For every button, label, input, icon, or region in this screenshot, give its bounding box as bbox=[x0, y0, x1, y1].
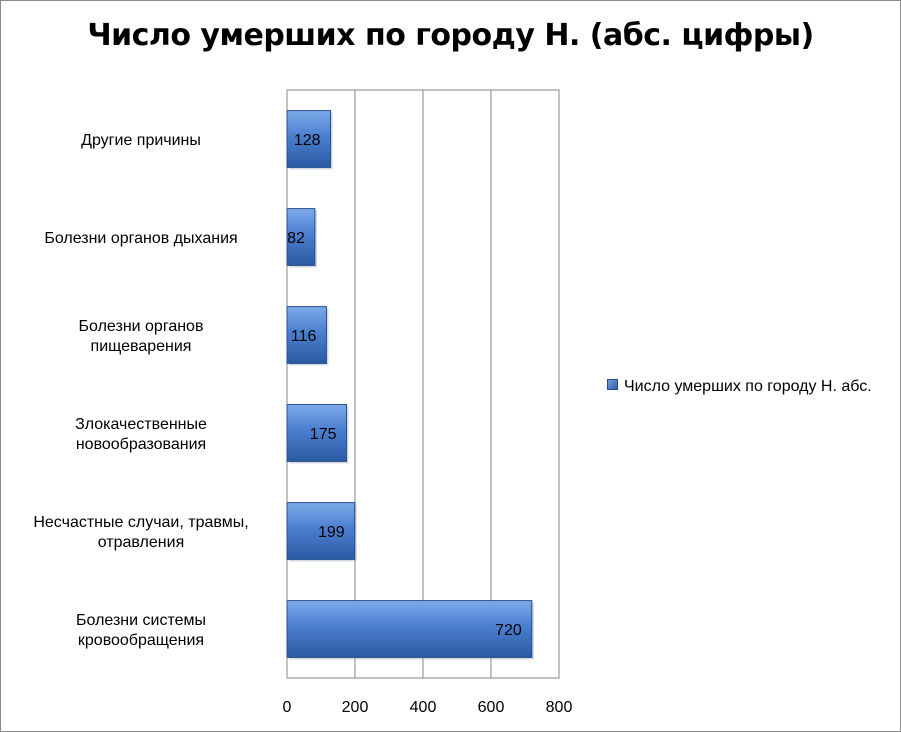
bar bbox=[286, 110, 332, 168]
data-label: 175 bbox=[310, 426, 337, 443]
bar-group bbox=[286, 502, 357, 562]
legend-label: Число умерших по городу Н. абс. bbox=[624, 378, 872, 395]
category-label-line: Злокачественные bbox=[75, 416, 207, 433]
category-label-line: кровообращения bbox=[78, 632, 204, 649]
bar bbox=[286, 502, 356, 560]
x-tick-label: 200 bbox=[342, 699, 369, 716]
bar-group bbox=[286, 306, 329, 366]
category-label: Другие причины bbox=[81, 132, 201, 149]
data-label: 720 bbox=[495, 622, 522, 639]
chart-title: Число умерших по городу Н. (абс. цифры) bbox=[87, 18, 814, 53]
bar-group bbox=[286, 208, 317, 268]
category-label-line: Болезни органов дыхания bbox=[44, 230, 237, 247]
x-tick-label: 800 bbox=[546, 699, 573, 716]
bar bbox=[286, 208, 316, 266]
category-label: Злокачественные новообразования bbox=[75, 416, 207, 453]
x-tick-label: 600 bbox=[478, 699, 505, 716]
category-label: Болезни системы кровообращения bbox=[76, 612, 206, 649]
bar-group bbox=[286, 110, 333, 170]
bar bbox=[286, 404, 347, 462]
data-label: 116 bbox=[291, 328, 317, 345]
category-label: Болезни органов пищеварения bbox=[79, 318, 204, 355]
category-label-line: Болезни органов bbox=[79, 318, 204, 335]
category-label-line: Другие причины bbox=[81, 132, 201, 149]
data-label: 82 bbox=[287, 230, 305, 247]
category-label: Несчастные случаи, травмы, отравления bbox=[33, 514, 248, 551]
bar bbox=[286, 306, 327, 364]
legend: Число умерших по городу Н. абс. bbox=[607, 376, 897, 397]
category-label-line: новообразования bbox=[76, 436, 206, 453]
legend-swatch bbox=[607, 379, 618, 390]
category-label-line: Несчастные случаи, травмы, bbox=[33, 514, 248, 531]
bar bbox=[286, 600, 533, 658]
category-label: Болезни органов дыхания bbox=[44, 230, 237, 247]
category-label-line: пищеварения bbox=[91, 338, 192, 355]
data-label: 128 bbox=[294, 132, 321, 149]
category-label-line: Болезни системы bbox=[76, 612, 206, 629]
x-tick-label: 400 bbox=[410, 699, 437, 716]
bar-group bbox=[286, 600, 534, 660]
category-label-line: отравления bbox=[98, 534, 184, 551]
bar-group bbox=[286, 404, 349, 464]
x-tick-label: 0 bbox=[283, 699, 292, 716]
data-label: 199 bbox=[318, 524, 345, 541]
